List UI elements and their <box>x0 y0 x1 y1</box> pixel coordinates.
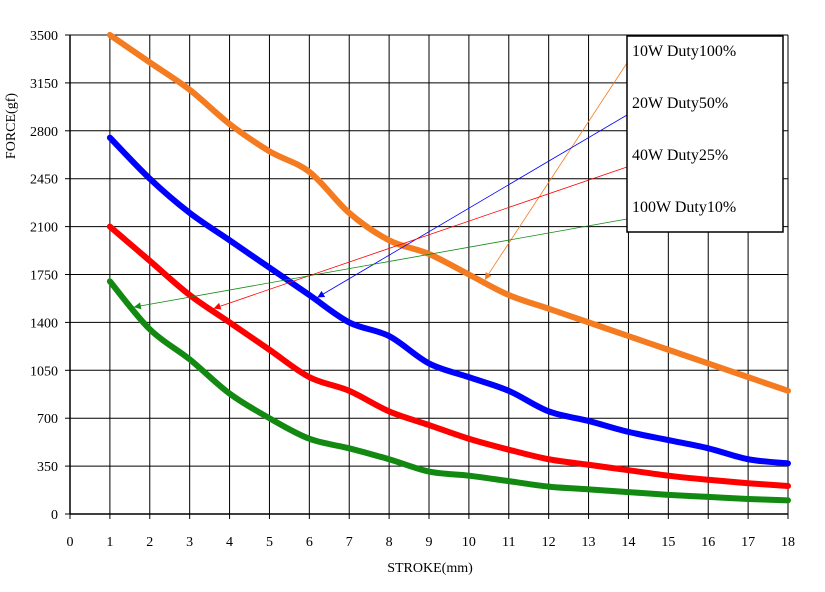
y-tick-label: 1400 <box>30 316 58 331</box>
legend-leader-lines <box>133 62 628 310</box>
series-line-4 <box>106 278 791 504</box>
x-tick-label: 13 <box>582 535 596 550</box>
x-tick-label: 5 <box>266 535 273 550</box>
legend-entry-3: 40W Duty25% <box>632 147 728 164</box>
y-tick-label: 2100 <box>30 221 58 236</box>
y-tick-label: 2800 <box>30 125 58 140</box>
leader-arrow-1 <box>484 271 492 280</box>
y-tick-label: 350 <box>37 460 58 475</box>
y-tick-label: 1750 <box>30 269 58 284</box>
leader-line-1 <box>484 62 628 280</box>
y-tick-label: 3500 <box>30 29 58 44</box>
x-tick-label: 14 <box>621 535 635 550</box>
series-line-3 <box>106 223 791 489</box>
x-tick-label: 10 <box>462 535 476 550</box>
leader-line-2 <box>317 114 628 298</box>
series-lines <box>106 32 791 504</box>
x-tick-label: 1 <box>106 535 113 550</box>
x-tick-label: 2 <box>146 535 153 550</box>
legend-entry-1: 10W Duty100% <box>632 43 736 60</box>
leader-arrow-2 <box>317 290 326 298</box>
y-tick-label: 1050 <box>30 364 58 379</box>
x-tick-labels: 0 1 2 3 4 5 6 7 8 9 10 11 12 13 14 15 16 17 18 <box>67 535 796 550</box>
x-tick-label: 6 <box>306 535 313 550</box>
x-tick-label: 8 <box>386 535 393 550</box>
x-tick-label: 11 <box>502 535 515 550</box>
leader-line-3 <box>213 166 628 309</box>
x-tick-label: 15 <box>661 535 675 550</box>
leader-arrow-3 <box>213 302 222 310</box>
y-tick-label: 2450 <box>30 173 58 188</box>
x-tick-label: 9 <box>426 535 433 550</box>
legend-entry-2: 20W Duty50% <box>632 95 728 112</box>
legend-entry-4: 100W Duty10% <box>632 199 736 216</box>
x-tick-label: 4 <box>226 535 233 550</box>
x-tick-label: 0 <box>67 535 74 550</box>
y-tick-label: 700 <box>37 412 58 427</box>
x-tick-label: 7 <box>346 535 353 550</box>
legend: 10W Duty100% 20W Duty50% 40W Duty25% 100W D… <box>626 35 784 233</box>
legend-box <box>626 35 784 233</box>
x-tick-label: 18 <box>781 535 795 550</box>
y-tick-label: 3150 <box>30 77 58 92</box>
y-axis-title: FORCE(gf) <box>4 93 19 159</box>
leader-line-4 <box>133 218 628 308</box>
axes <box>65 34 789 519</box>
series-line-1 <box>106 32 791 394</box>
x-tick-label: 17 <box>741 535 755 550</box>
leader-arrow-4 <box>133 302 142 310</box>
x-axis-title: STROKE(mm) <box>387 561 473 576</box>
x-tick-label: 12 <box>542 535 556 550</box>
y-tick-label: 0 <box>51 508 58 523</box>
y-tick-labels: 0 350 700 1050 1400 1750 2100 2450 2800 3150 3500 <box>30 29 58 523</box>
x-tick-label: 3 <box>186 535 193 550</box>
series-line-2 <box>106 134 791 467</box>
x-tick-label: 16 <box>701 535 715 550</box>
